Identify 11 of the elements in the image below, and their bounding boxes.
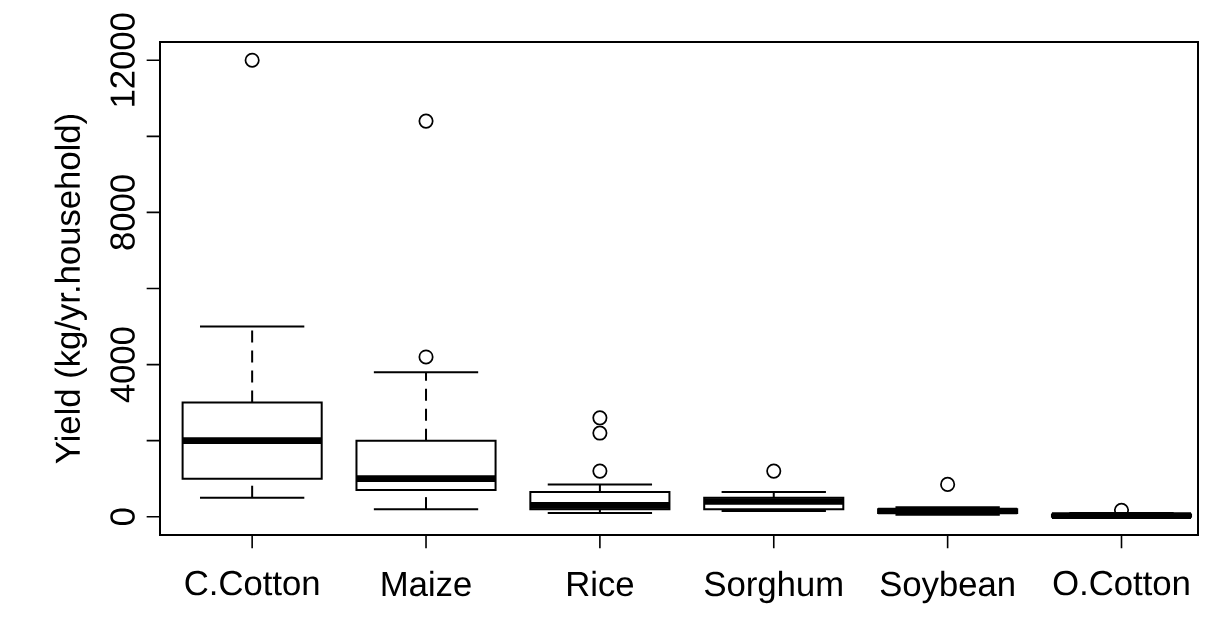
x-tick-label: Maize (382, 570, 471, 597)
x-tick-label: Soybean (880, 570, 1014, 604)
y-tick-label: 12000 (110, 13, 135, 106)
y-axis-title: Yield (kg/yr.household) (54, 115, 87, 464)
x-tick-label: Rice (568, 570, 634, 597)
y-tick-label: 0 (110, 508, 135, 526)
x-tick-label: O.Cotton (1053, 570, 1189, 596)
y-tick-label: 4000 (110, 327, 135, 403)
x-tick-label: Sorghum (705, 570, 842, 604)
y-tick-label: 8000 (110, 175, 135, 250)
x-tick-label: C.Cotton (185, 570, 319, 596)
